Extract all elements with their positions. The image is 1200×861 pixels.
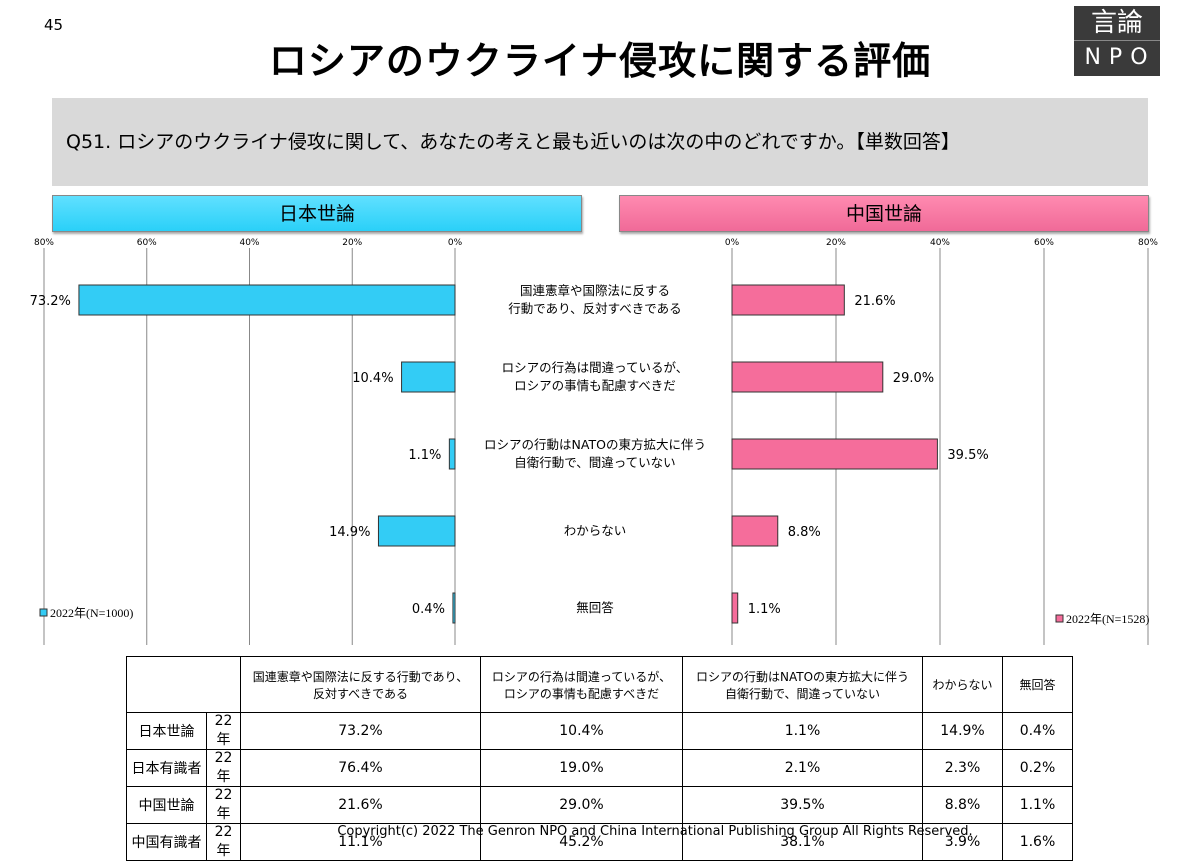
row-year: 22年 xyxy=(206,712,241,750)
tick-label: 60% xyxy=(137,238,157,248)
china-data-label: 29.0% xyxy=(893,371,934,386)
table-cell: 73.2% xyxy=(240,712,481,750)
table-cell: 39.5% xyxy=(682,786,923,824)
china-data-label: 39.5% xyxy=(947,448,988,463)
china-header: 中国世論 xyxy=(619,195,1149,232)
china-data-label: 8.8% xyxy=(788,525,821,540)
table-cell: 14.9% xyxy=(922,712,1003,750)
china-data-label: 21.6% xyxy=(854,294,895,309)
china-data-label: 1.1% xyxy=(748,602,781,617)
row-year: 22年 xyxy=(206,749,241,787)
table-cell: 1.1% xyxy=(682,712,923,750)
column-header: 国連憲章や国際法に反する行動であり、 反対すべきである xyxy=(240,656,481,713)
china-bar xyxy=(731,515,779,547)
row-group: 中国世論 xyxy=(126,786,207,824)
tick-label: 20% xyxy=(826,238,846,248)
row-year: 22年 xyxy=(206,786,241,824)
japan-data-label: 73.2% xyxy=(30,294,71,309)
copyright: Copyright(c) 2022 The Genron NPO and Chi… xyxy=(337,824,973,839)
table-header-row: 国連憲章や国際法に反する行動であり、 反対すべきである ロシアの行為は間違っているが… xyxy=(126,656,1073,713)
japan-bar xyxy=(452,592,456,624)
tick-label: 40% xyxy=(239,238,259,248)
table-row: 中国世論 22年 21.6% 29.0% 39.5% 8.8% 1.1% xyxy=(126,786,1073,824)
japan-data-label: 1.1% xyxy=(408,448,441,463)
japan-bar xyxy=(78,284,456,316)
china-bar xyxy=(731,361,884,393)
japan-bar xyxy=(401,361,456,393)
tick-label: 80% xyxy=(1138,238,1158,248)
logo-bottom: NPO xyxy=(1074,40,1160,75)
japan-bar xyxy=(377,515,456,547)
table-cell: 2.1% xyxy=(682,749,923,787)
tick-label: 80% xyxy=(34,238,54,248)
category-label: 国連憲章や国際法に反する xyxy=(520,283,670,298)
page-number: 45 xyxy=(44,16,64,34)
japan-data-label: 14.9% xyxy=(329,525,370,540)
tick-label: 20% xyxy=(342,238,362,248)
genron-npo-logo: 言論 NPO xyxy=(1074,6,1160,76)
logo-top: 言論 xyxy=(1090,8,1143,38)
table-cell: 0.2% xyxy=(1002,749,1073,787)
table-row: 日本有識者 22年 76.4% 19.0% 2.1% 2.3% 0.2% xyxy=(126,749,1073,787)
category-label: 行動であり、反対すべきである xyxy=(508,301,681,316)
tick-label: 0% xyxy=(725,238,740,248)
china-bar xyxy=(731,284,845,316)
question-box: Q51. ロシアのウクライナ侵攻に関して、あなたの考えと最も近いのは次の中のどれ… xyxy=(52,98,1148,186)
column-header: 無回答 xyxy=(1002,656,1073,713)
table-cell: 8.8% xyxy=(922,786,1003,824)
tick-label: 0% xyxy=(448,238,463,248)
category-label: ロシアの行為は間違っているが、 xyxy=(502,360,689,375)
column-header: ロシアの行為は間違っているが、 ロシアの事情も配慮すべきだ xyxy=(480,656,683,713)
category-label: ロシアの事情も配慮すべきだ xyxy=(514,378,676,393)
table-cell: 21.6% xyxy=(240,786,481,824)
category-label: ロシアの行動はNATOの東方拡大に伴う xyxy=(484,437,706,452)
summary-table: 国連憲章や国際法に反する行動であり、 反対すべきである ロシアの行為は間違っているが… xyxy=(126,656,1073,861)
category-label: 無回答 xyxy=(576,600,614,615)
japan-legend-swatch xyxy=(39,608,48,617)
table-cell: 0.4% xyxy=(1002,712,1073,750)
page-title: ロシアのウクライナ侵攻に関する評価 xyxy=(268,39,932,83)
table-cell: 19.0% xyxy=(480,749,683,787)
bar-chart: 0% 0% 20% 20% 40% 40% 60% 60% 80% 80% 73.2% 21.6% 国連… xyxy=(30,238,1158,645)
japan-data-label: 10.4% xyxy=(352,371,393,386)
category-label: わからない xyxy=(564,523,627,538)
china-legend-swatch xyxy=(1055,614,1064,623)
china-legend: 2022年(N=1528) xyxy=(1066,612,1149,626)
china-bar xyxy=(731,438,938,470)
tick-label: 40% xyxy=(930,238,950,248)
table-cell: 1.1% xyxy=(1002,786,1073,824)
column-header: ロシアの行動はNATOの東方拡大に伴う 自衛行動で、間違っていない xyxy=(682,656,923,713)
tick-label: 60% xyxy=(1034,238,1054,248)
column-header: わからない xyxy=(922,656,1003,713)
empty-cell xyxy=(126,656,241,713)
japan-data-label: 0.4% xyxy=(412,602,445,617)
table-cell: 2.3% xyxy=(922,749,1003,787)
table-cell: 29.0% xyxy=(480,786,683,824)
china-bar xyxy=(731,592,739,624)
table-cell: 76.4% xyxy=(240,749,481,787)
japan-legend: 2022年(N=1000) xyxy=(50,606,133,620)
japan-header: 日本世論 xyxy=(52,195,582,232)
table-row: 日本世論 22年 73.2% 10.4% 1.1% 14.9% 0.4% xyxy=(126,712,1073,750)
row-group: 日本世論 xyxy=(126,712,207,750)
japan-bar xyxy=(448,438,456,470)
table-cell: 10.4% xyxy=(480,712,683,750)
category-label: 自衛行動で、間違っていない xyxy=(514,455,675,470)
row-group: 日本有識者 xyxy=(126,749,207,787)
